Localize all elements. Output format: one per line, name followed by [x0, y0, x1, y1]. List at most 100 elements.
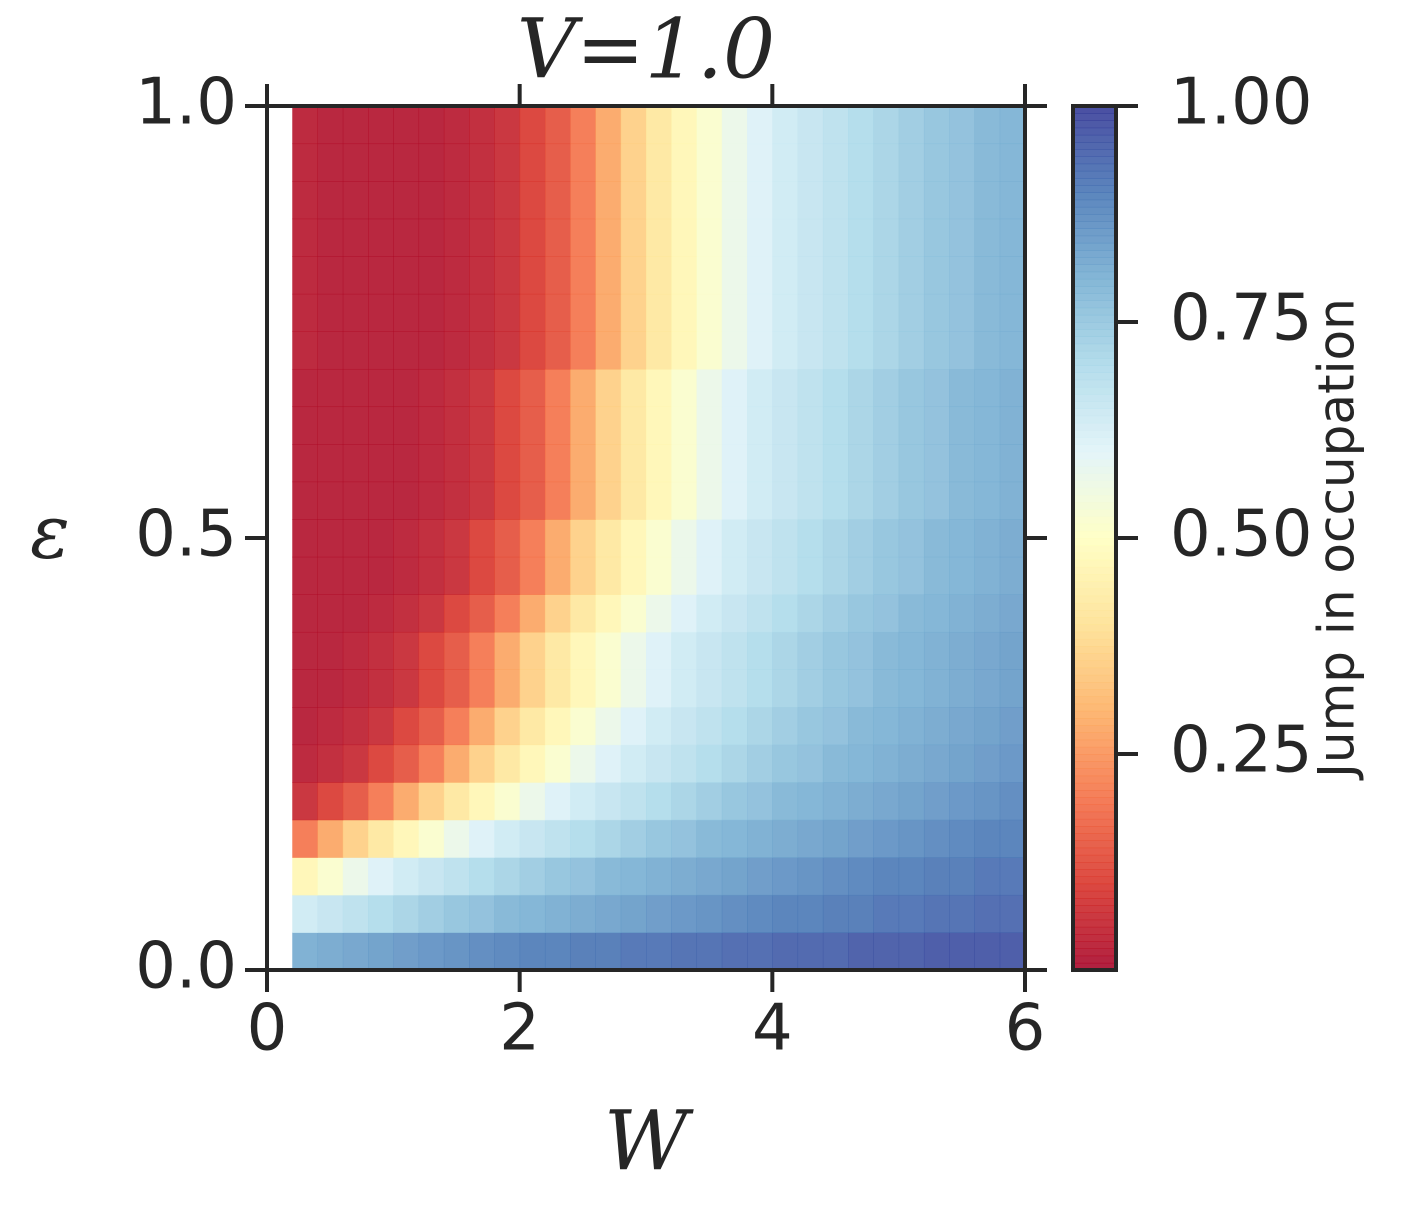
- heatmap-cell: [570, 782, 596, 821]
- colorbar-segment: [1073, 955, 1116, 964]
- heatmap-cell: [772, 819, 799, 858]
- colorbar-segment: [1073, 602, 1116, 611]
- heatmap-cell: [822, 556, 849, 595]
- heatmap-cell: [393, 857, 420, 896]
- heatmap-cell: [646, 857, 672, 896]
- heatmap-cell: [949, 631, 975, 670]
- heatmap-cell: [949, 218, 975, 257]
- heatmap-cell: [342, 218, 369, 257]
- colorbar-segment: [1073, 624, 1116, 633]
- heatmap-cell: [469, 594, 495, 633]
- heatmap-cell: [469, 143, 495, 182]
- heatmap-cell: [418, 331, 445, 370]
- heatmap-cell: [974, 106, 1001, 145]
- heatmap-cell: [595, 519, 622, 558]
- colorbar-segment: [1073, 293, 1116, 301]
- heatmap-cell: [898, 406, 925, 445]
- heatmap-cell: [797, 218, 824, 257]
- colorbar-segment: [1073, 638, 1116, 647]
- heatmap-cell: [646, 106, 672, 145]
- heatmap-cell: [999, 932, 1026, 971]
- heatmap-cell: [544, 143, 571, 182]
- heatmap-cell: [646, 368, 672, 408]
- heatmap-cell: [696, 444, 723, 483]
- heatmap-cell: [570, 894, 596, 933]
- heatmap-cell: [772, 556, 799, 595]
- heatmap-cell: [974, 707, 1001, 746]
- heatmap-cell: [747, 932, 773, 971]
- heatmap-cell: [342, 444, 369, 483]
- heatmap-cell: [595, 857, 622, 896]
- heatmap-cell: [620, 744, 647, 783]
- heatmap-cell: [368, 857, 394, 896]
- heatmap-cell: [646, 782, 672, 821]
- heatmap-cell: [696, 782, 723, 821]
- heatmap-cell: [696, 368, 723, 408]
- heatmap-cell: [469, 256, 495, 295]
- colorbar-segment: [1073, 696, 1116, 705]
- heatmap-cell: [544, 932, 571, 971]
- colorbar-segment: [1073, 574, 1116, 582]
- y-tick-label: 0.0: [135, 930, 237, 1004]
- heatmap-cell: [646, 669, 672, 708]
- heatmap-cell: [418, 819, 445, 858]
- heatmap-cell: [570, 519, 596, 558]
- heatmap-cell: [317, 894, 344, 933]
- heatmap-cell: [620, 256, 647, 295]
- heatmap-cell: [873, 782, 900, 821]
- heatmap-cell: [848, 819, 874, 858]
- heatmap-cell: [923, 782, 950, 821]
- heatmap-cell: [974, 744, 1001, 783]
- heatmap-cell: [418, 631, 445, 670]
- heatmap-cell: [646, 181, 672, 220]
- heatmap-cell: [646, 331, 672, 370]
- heatmap-cell: [469, 556, 495, 595]
- heatmap-cell: [923, 631, 950, 670]
- heatmap-cell: [974, 181, 1001, 220]
- heatmap-cell: [747, 143, 773, 182]
- heatmap-cell: [317, 143, 344, 182]
- heatmap-cell: [923, 669, 950, 708]
- heatmap-cell: [848, 256, 874, 295]
- heatmap-cell: [797, 406, 824, 445]
- colorbar-segment: [1073, 278, 1116, 287]
- heatmap-cell: [292, 744, 319, 783]
- colorbar-tick-label: 0.50: [1170, 498, 1313, 572]
- heatmap-cell: [519, 293, 546, 332]
- heatmap-cell: [418, 594, 445, 633]
- heatmap-cell: [544, 444, 571, 483]
- heatmap-cell: [873, 181, 900, 220]
- heatmap-cell: [570, 143, 596, 182]
- heatmap-cell: [772, 218, 799, 257]
- heatmap-cell: [999, 106, 1026, 145]
- colorbar-segment: [1073, 746, 1116, 755]
- heatmap-cell: [923, 293, 950, 332]
- heatmap-cell: [595, 707, 622, 746]
- heatmap-cell: [494, 782, 521, 821]
- heatmap-cell: [772, 293, 799, 332]
- heatmap-cell: [418, 744, 445, 783]
- heatmap-cell: [393, 406, 420, 445]
- heatmap-cell: [544, 857, 571, 896]
- heatmap-cell: [671, 143, 698, 182]
- heatmap-cell: [393, 744, 420, 783]
- colorbar-segment: [1073, 559, 1116, 568]
- x-tick-label: 0: [247, 992, 288, 1066]
- colorbar-segment: [1073, 617, 1116, 625]
- colorbar-segment: [1073, 300, 1116, 309]
- heatmap-cell: [772, 368, 799, 408]
- colorbar-segment: [1073, 538, 1116, 546]
- heatmap-cell: [469, 819, 495, 858]
- heatmap-cell: [999, 744, 1026, 783]
- colorbar-segment: [1073, 170, 1116, 179]
- heatmap-cell: [292, 444, 319, 483]
- heatmap-cell: [544, 631, 571, 670]
- colorbar-segment: [1073, 804, 1116, 813]
- heatmap-cell: [873, 857, 900, 896]
- heatmap-cell: [999, 819, 1026, 858]
- heatmap-cell: [418, 556, 445, 595]
- heatmap-cell: [696, 631, 723, 670]
- heatmap-cell: [721, 857, 748, 896]
- colorbar-segment: [1073, 732, 1116, 741]
- heatmap-cell: [519, 631, 546, 670]
